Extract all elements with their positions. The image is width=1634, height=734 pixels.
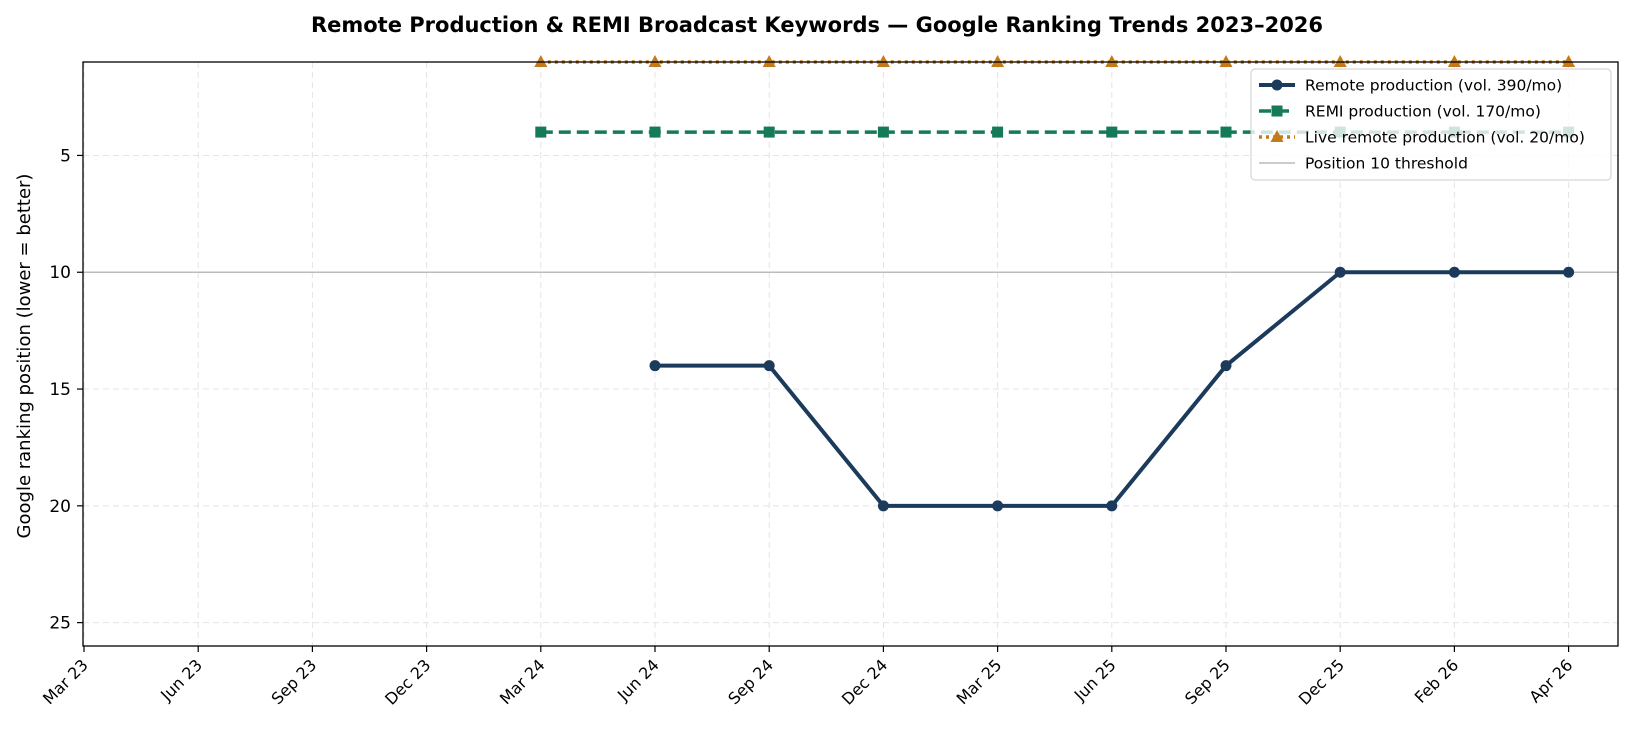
x-tick-label: Sep 23 (267, 655, 320, 708)
y-axis: 5 10 15 20 25 (49, 146, 83, 634)
data-point (992, 126, 1004, 138)
x-tick-label: Dec 25 (1295, 655, 1348, 708)
data-point (1333, 55, 1347, 67)
x-tick-label: Mar 24 (496, 655, 549, 708)
legend-marker (1271, 79, 1283, 91)
legend-label: Position 10 threshold (1305, 155, 1468, 173)
data-point (1448, 266, 1460, 278)
x-tick-label: Apr 26 (1525, 655, 1576, 706)
data-point (1106, 126, 1118, 138)
x-tick-label: Sep 24 (724, 655, 777, 708)
legend-marker (1271, 105, 1283, 117)
y-tick-label: 25 (49, 614, 71, 634)
x-tick-label: Jun 24 (613, 655, 663, 705)
data-point (534, 55, 548, 67)
y-tick-label: 20 (49, 497, 71, 517)
x-tick-label: Jun 23 (156, 655, 206, 705)
legend-entry: Remote production (vol. 390/mo) (1259, 77, 1562, 95)
plot-frame (82, 61, 1619, 647)
x-axis: Mar 23 Jun 23 Sep 23 Dec 23 Mar 24 Jun 24 Sep … (39, 646, 1576, 709)
data-point (1220, 126, 1232, 138)
data-point (535, 126, 547, 138)
data-point (762, 55, 776, 67)
legend-label: Live remote production (vol. 20/mo) (1305, 129, 1585, 147)
y-tick-label: 15 (49, 380, 71, 400)
data-point (649, 360, 661, 372)
legend-entry: REMI production (vol. 170/mo) (1259, 103, 1541, 121)
x-tick-label: Mar 23 (39, 655, 92, 708)
x-tick-label: Dec 24 (838, 655, 891, 708)
data-point (649, 126, 661, 138)
data-point (1106, 500, 1118, 512)
x-tick-label: Dec 23 (381, 655, 434, 708)
x-tick-label: Sep 25 (1181, 655, 1234, 708)
series-3 (534, 55, 1576, 67)
x-tick-label: Mar 25 (953, 655, 1006, 708)
legend-marker (1270, 130, 1284, 142)
data-point (1334, 266, 1346, 278)
data-point (1447, 55, 1461, 67)
data-point (1220, 360, 1232, 372)
data-point (1563, 266, 1575, 278)
y-tick-label: 5 (60, 146, 71, 166)
data-point (763, 126, 775, 138)
data-point (877, 500, 889, 512)
y-tick-label: 10 (49, 263, 71, 283)
data-point (648, 55, 662, 67)
y-axis-label: Google ranking position (lower = better) (14, 174, 35, 539)
data-point (992, 500, 1004, 512)
legend-label: REMI production (vol. 170/mo) (1305, 103, 1541, 121)
legend-entry: Position 10 threshold (1259, 155, 1468, 173)
x-tick-label: Feb 26 (1411, 655, 1462, 706)
chart-title: Remote Production & REMI Broadcast Keywo… (311, 13, 1323, 37)
data-point (1562, 55, 1576, 67)
data-point (877, 126, 889, 138)
legend-label: Remote production (vol. 390/mo) (1305, 77, 1562, 95)
legend: Remote production (vol. 390/mo) REMI prod… (1250, 68, 1612, 181)
data-point (991, 55, 1005, 67)
legend-box (1250, 68, 1612, 181)
data-point (763, 360, 775, 372)
series-1 (649, 266, 1575, 512)
data-point (1105, 55, 1119, 67)
data-point (876, 55, 890, 67)
x-tick-label: Jun 25 (1070, 655, 1120, 705)
legend-entry: Live remote production (vol. 20/mo) (1259, 129, 1585, 147)
data-point (1219, 55, 1233, 67)
